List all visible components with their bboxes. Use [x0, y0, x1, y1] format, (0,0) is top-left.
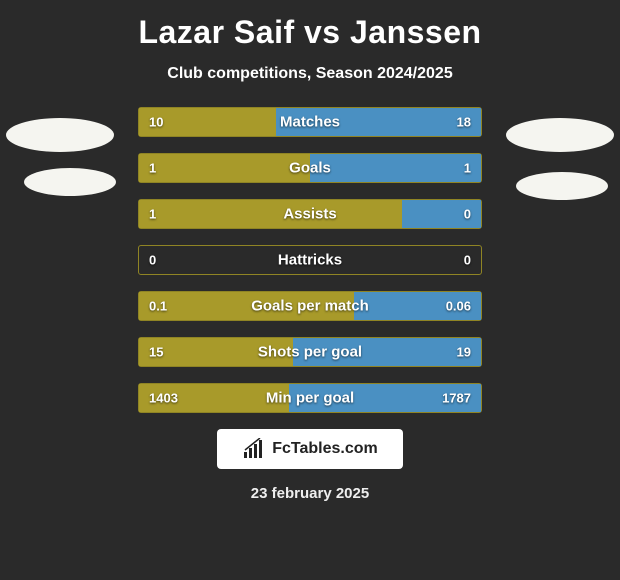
left-value: 1 [149, 207, 156, 222]
stat-row: Hattricks 0 0 [138, 245, 482, 275]
left-value: 1 [149, 161, 156, 176]
right-value: 0.06 [446, 299, 471, 314]
stat-row: Assists 1 0 [138, 199, 482, 229]
stat-label: Assists [283, 206, 336, 223]
stat-label: Goals per match [251, 298, 369, 315]
left-fill [139, 154, 310, 182]
subtitle: Club competitions, Season 2024/2025 [0, 65, 620, 83]
stat-label: Matches [280, 114, 340, 131]
left-value: 0 [149, 253, 156, 268]
left-value: 0.1 [149, 299, 167, 314]
page-title: Lazar Saif vs Janssen [0, 0, 620, 51]
left-club-logo-1 [6, 118, 114, 152]
brand-badge: FcTables.com [217, 429, 403, 469]
stat-row: Min per goal 1403 1787 [138, 383, 482, 413]
brand-icon [242, 438, 266, 460]
stat-label: Hattricks [278, 252, 342, 269]
stat-row: Goals 1 1 [138, 153, 482, 183]
footer-date: 23 february 2025 [0, 485, 620, 502]
right-value: 1787 [442, 391, 471, 406]
right-value: 1 [464, 161, 471, 176]
left-value: 1403 [149, 391, 178, 406]
left-value: 10 [149, 115, 163, 130]
right-club-logo-1 [506, 118, 614, 152]
right-value: 0 [464, 253, 471, 268]
stat-row: Goals per match 0.1 0.06 [138, 291, 482, 321]
stat-label: Goals [289, 160, 331, 177]
right-value: 18 [457, 115, 471, 130]
brand-text: FcTables.com [272, 440, 378, 458]
stat-label: Shots per goal [258, 344, 362, 361]
stat-label: Min per goal [266, 390, 354, 407]
right-club-logo-2 [516, 172, 608, 200]
stat-row: Matches 10 18 [138, 107, 482, 137]
right-value: 0 [464, 207, 471, 222]
right-fill [310, 154, 481, 182]
left-club-logo-2 [24, 168, 116, 196]
left-value: 15 [149, 345, 163, 360]
comparison-bars: Matches1018Goals11Assists10Hattricks00Go… [138, 107, 482, 413]
left-fill [139, 200, 402, 228]
stat-row: Shots per goal 15 19 [138, 337, 482, 367]
right-value: 19 [457, 345, 471, 360]
